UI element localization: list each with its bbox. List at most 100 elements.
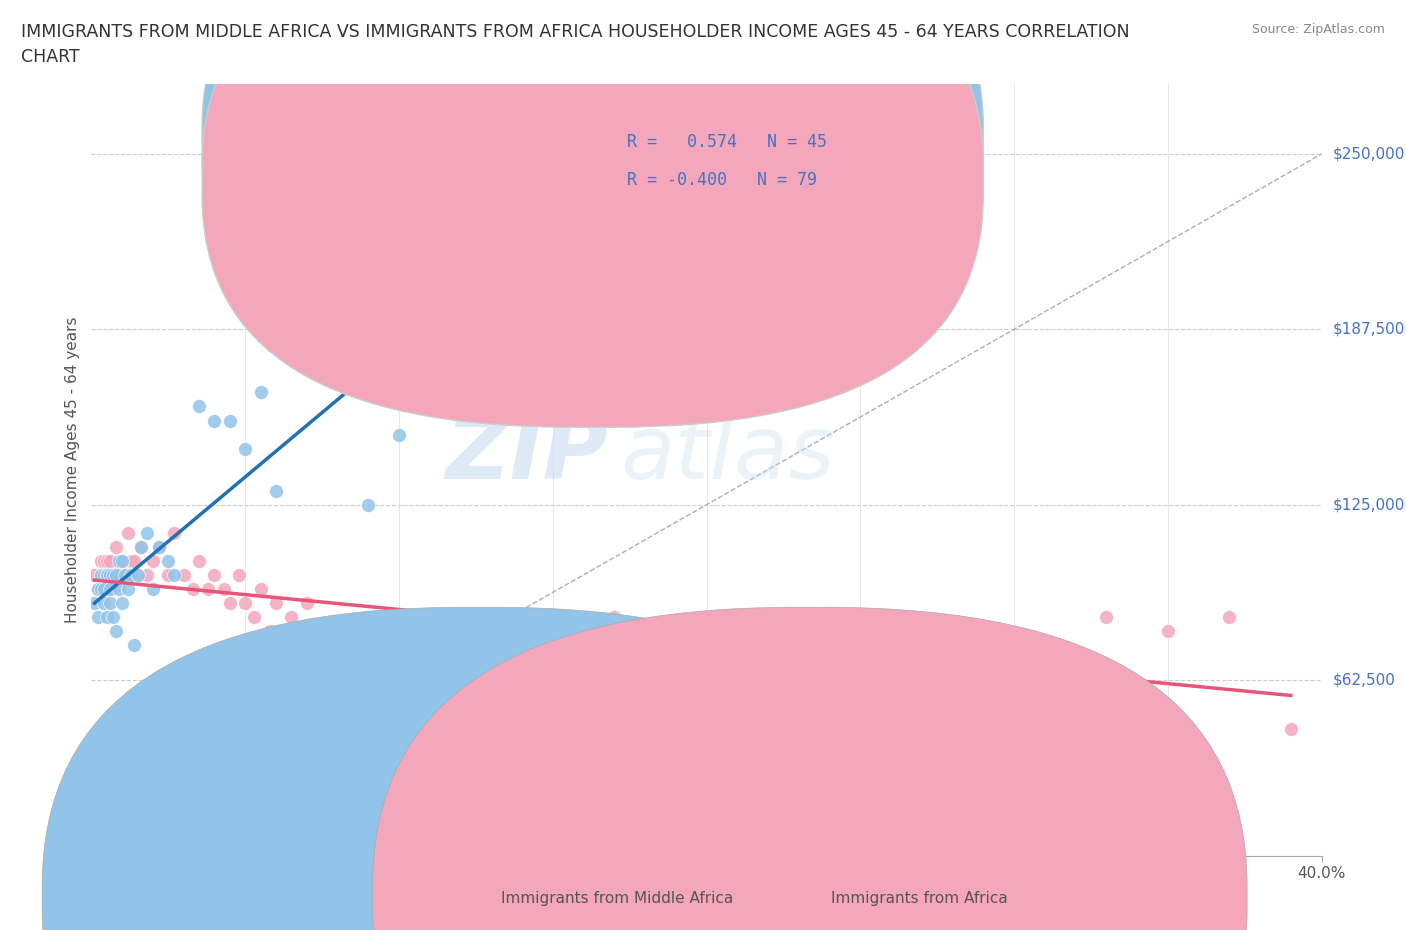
- Point: [101, 567, 124, 582]
- Point: [127, 567, 149, 582]
- Point: [603, 609, 626, 624]
- Point: [218, 595, 240, 610]
- Text: $250,000: $250,000: [1333, 146, 1405, 162]
- Point: [117, 525, 139, 540]
- Point: [373, 300, 395, 315]
- Point: [650, 652, 672, 667]
- Point: [96, 553, 118, 568]
- Point: [464, 652, 486, 667]
- Point: [93, 581, 115, 596]
- Point: [634, 638, 657, 653]
- Point: [124, 553, 146, 568]
- Point: [756, 652, 779, 667]
- Point: [987, 624, 1010, 639]
- Point: [173, 708, 195, 723]
- Point: [101, 581, 124, 596]
- Point: [264, 484, 287, 498]
- Point: [280, 609, 302, 624]
- Point: [120, 567, 142, 582]
- Text: Immigrants from Middle Africa: Immigrants from Middle Africa: [501, 891, 733, 906]
- Point: [98, 581, 121, 596]
- Text: R = -0.400   N = 79: R = -0.400 N = 79: [627, 171, 817, 189]
- Point: [202, 567, 225, 582]
- Point: [280, 329, 302, 344]
- Point: [197, 581, 219, 596]
- Point: [572, 722, 595, 737]
- Point: [101, 567, 124, 582]
- Point: [357, 498, 380, 512]
- Point: [148, 539, 170, 554]
- Point: [90, 567, 112, 582]
- Point: [1033, 638, 1056, 653]
- Point: [142, 581, 165, 596]
- Point: [449, 680, 471, 695]
- Point: [1279, 722, 1302, 737]
- Point: [212, 581, 235, 596]
- Point: [96, 609, 118, 624]
- FancyBboxPatch shape: [202, 0, 983, 427]
- Point: [86, 581, 108, 596]
- Point: [357, 609, 380, 624]
- Point: [105, 567, 127, 582]
- Point: [114, 567, 136, 582]
- Point: [111, 553, 134, 568]
- Point: [117, 581, 139, 596]
- Point: [129, 539, 152, 554]
- Point: [342, 624, 364, 639]
- Point: [98, 567, 121, 582]
- Point: [111, 595, 134, 610]
- Point: [173, 567, 195, 582]
- Point: [163, 525, 186, 540]
- Point: [942, 652, 965, 667]
- Point: [96, 567, 118, 582]
- Point: [96, 567, 118, 582]
- Point: [1157, 624, 1180, 639]
- Point: [419, 638, 441, 653]
- Point: [249, 385, 271, 400]
- Point: [90, 553, 112, 568]
- Point: [434, 638, 457, 653]
- Point: [93, 581, 115, 596]
- Point: [233, 595, 256, 610]
- Point: [142, 553, 165, 568]
- Point: [96, 567, 118, 582]
- Point: [388, 624, 411, 639]
- Point: [557, 609, 579, 624]
- Point: [124, 638, 146, 653]
- Point: [849, 652, 872, 667]
- Text: R =   0.574   N = 45: R = 0.574 N = 45: [627, 133, 827, 151]
- Point: [479, 624, 502, 639]
- Point: [404, 666, 426, 681]
- Point: [326, 638, 349, 653]
- Point: [373, 652, 395, 667]
- Point: [163, 567, 186, 582]
- Point: [326, 343, 349, 358]
- Point: [98, 553, 121, 568]
- Point: [98, 567, 121, 582]
- Point: [98, 595, 121, 610]
- Point: [259, 624, 281, 639]
- Point: [108, 553, 131, 568]
- Text: atlas: atlas: [620, 411, 835, 498]
- Point: [105, 624, 127, 639]
- Point: [818, 624, 841, 639]
- Text: IMMIGRANTS FROM MIDDLE AFRICA VS IMMIGRANTS FROM AFRICA HOUSEHOLDER INCOME AGES : IMMIGRANTS FROM MIDDLE AFRICA VS IMMIGRA…: [21, 23, 1129, 66]
- Point: [233, 441, 256, 456]
- Point: [249, 581, 271, 596]
- Point: [696, 638, 718, 653]
- Point: [880, 638, 903, 653]
- Point: [202, 413, 225, 428]
- Point: [90, 567, 112, 582]
- Point: [127, 567, 149, 582]
- Point: [295, 595, 318, 610]
- Point: [83, 567, 105, 582]
- Point: [105, 567, 127, 582]
- Point: [111, 553, 134, 568]
- Text: Source: ZipAtlas.com: Source: ZipAtlas.com: [1251, 23, 1385, 36]
- Point: [665, 624, 688, 639]
- Point: [264, 595, 287, 610]
- Point: [188, 399, 211, 414]
- Point: [181, 581, 204, 596]
- Point: [148, 539, 170, 554]
- Point: [108, 581, 131, 596]
